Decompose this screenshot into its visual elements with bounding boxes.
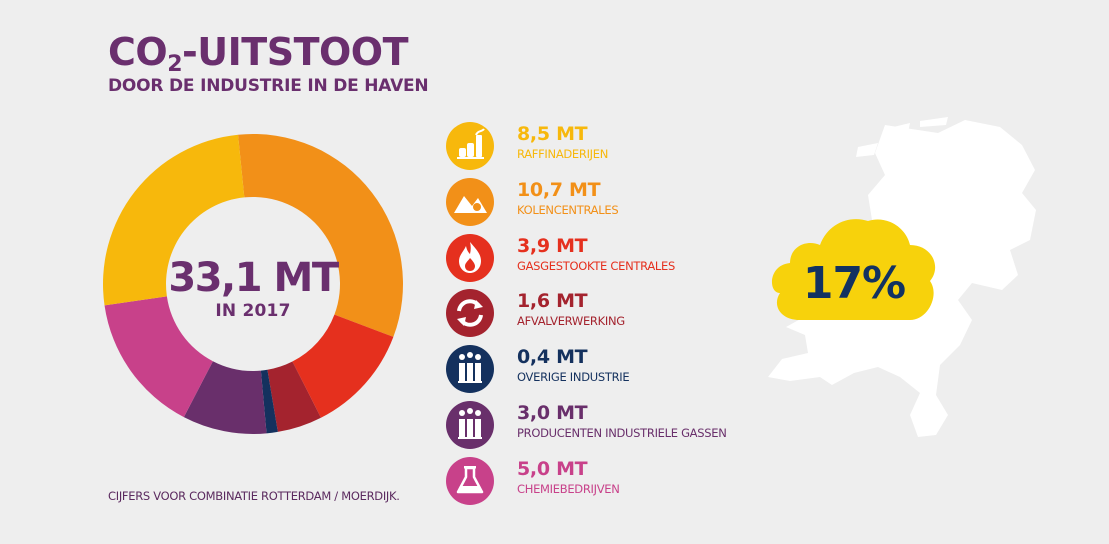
page-subtitle: DOOR DE INDUSTRIE IN DE HAVEN (108, 76, 429, 96)
legend-label: GASGESTOOKTE CENTRALES (517, 258, 675, 273)
legend-item: 5,0 MT CHEMIEBEDRIJVEN (446, 456, 766, 507)
legend-item: 0,4 MT OVERIGE INDUSTRIE (446, 345, 766, 395)
map-island-3 (920, 117, 948, 127)
title-subscript: 2 (167, 52, 183, 77)
legend-label: OVERIGE INDUSTRIE (517, 370, 630, 385)
legend-label: PRODUCENTEN INDUSTRIELE GASSEN (517, 426, 727, 440)
legend-value: 3,0 MT (517, 402, 588, 424)
legend-label: RAFFINADERIJEN (517, 147, 609, 161)
page-title: CO2-UITSTOOT (108, 30, 409, 87)
cloud-percentage: 17% (802, 258, 906, 309)
donut-slice-afvalverwerking (267, 361, 321, 432)
donut-slice-chemiebedrijven (104, 296, 213, 418)
legend-label: CHEMIEBEDRIJVEN (517, 481, 620, 496)
legend-item: 3,9 MT GASGESTOOKTE CENTRALES (446, 233, 766, 284)
legend-value: 3,9 MT (517, 234, 588, 257)
legend-item: 1,6 MT AFVALVERWERKING (446, 289, 766, 339)
legend-item: 3,0 MT PRODUCENTEN INDUSTRIELE GASSEN (446, 401, 766, 451)
flame-icon (446, 233, 494, 282)
coal-pile-icon (446, 177, 494, 226)
legend-label: AFVALVERWERKING (517, 314, 625, 329)
donut-slice-overige-industrie (260, 369, 278, 434)
netherlands-map (768, 117, 1036, 437)
donut-center-year: IN 2017 (215, 301, 291, 321)
recycle-icon (446, 289, 494, 338)
legend-value: 0,4 MT (517, 346, 588, 369)
legend-value: 1,6 MT (517, 290, 588, 313)
legend-value: 10,7 MT (517, 178, 601, 201)
donut-slice-producenten-industriele-gassen (183, 361, 267, 434)
map-island-2 (884, 123, 910, 137)
donut-center-total: 33,1 MT (168, 255, 339, 301)
legend-label: KOLENCENTRALES (517, 202, 619, 217)
legend-item: 10,7 MT KOLENCENTRALES (446, 177, 766, 228)
legend-value: 8,5 MT (517, 123, 588, 145)
cloud-shape (771, 219, 936, 320)
map-island-1 (856, 143, 878, 157)
flask-icon (446, 456, 494, 505)
factory-chimneys-icon (446, 401, 494, 449)
footnote: CIJFERS VOOR COMBINATIE ROTTERDAM / MOER… (108, 489, 400, 503)
title-prefix: CO (108, 30, 168, 74)
donut-slice-raffinaderijen (103, 134, 245, 306)
legend-value: 5,0 MT (517, 457, 588, 480)
donut-slice-kolencentrales (238, 134, 403, 337)
title-suffix: -UITSTOOT (182, 30, 409, 74)
donut-slice-gasgestookte-centrales (292, 314, 394, 418)
legend-item: 8,5 MT RAFFINADERIJEN (446, 122, 766, 172)
refinery-icon (446, 122, 494, 170)
factory-chimneys-icon (446, 345, 494, 394)
donut-chart (103, 134, 403, 434)
